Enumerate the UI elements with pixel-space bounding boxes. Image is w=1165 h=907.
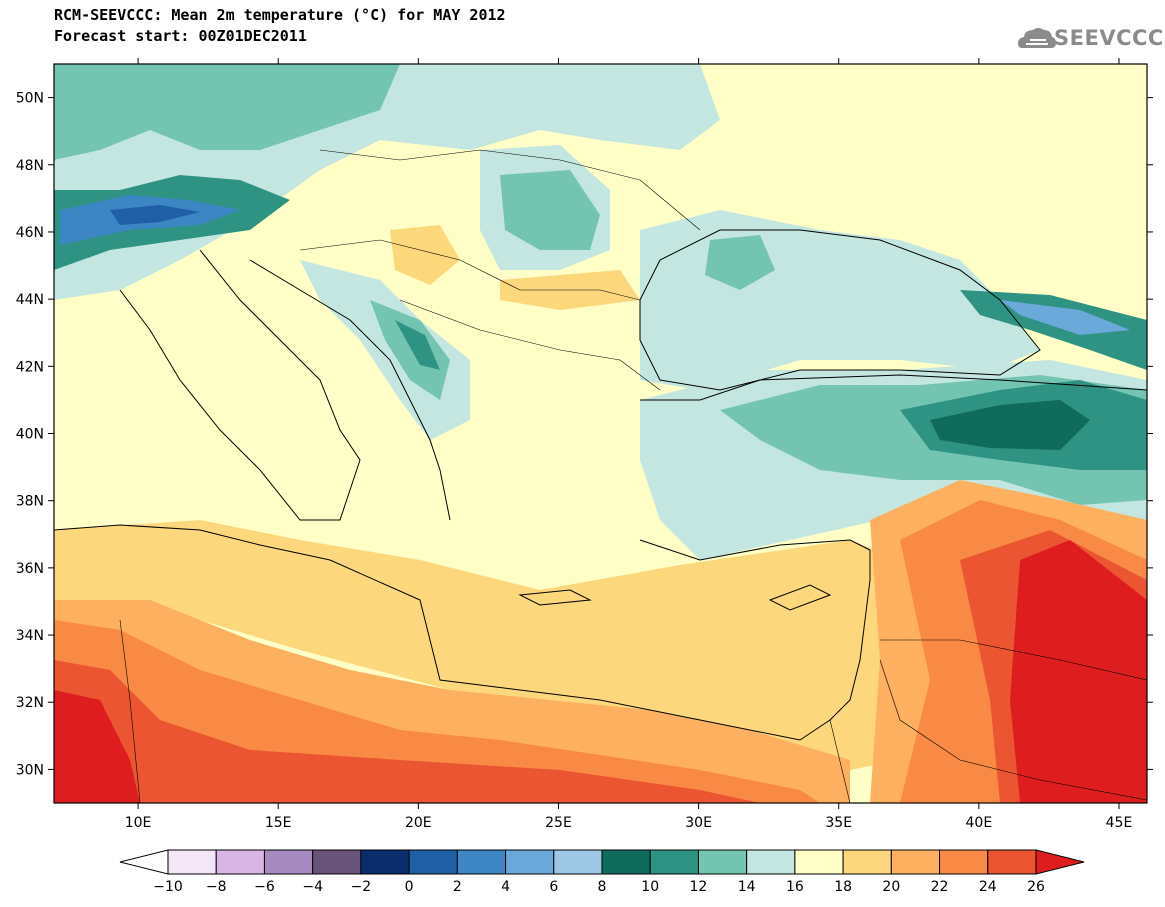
lon-label: 25E: [545, 815, 572, 831]
colorbar-label: 14: [738, 879, 756, 895]
field-alps-cool: [54, 64, 400, 160]
field-alps-coldest: [110, 205, 200, 225]
field-balkans-mid: [370, 300, 450, 400]
colorbar-label: 4: [501, 879, 510, 895]
coastlines: [54, 229, 1147, 741]
field-balkans: [300, 260, 470, 440]
lat-label: 32N: [16, 695, 44, 711]
field-anatolia-peak: [930, 400, 1090, 450]
forecast-start: Forecast start: 00Z01DEC2011: [54, 27, 307, 45]
lon-label: 15E: [265, 815, 292, 831]
colorbar-label: 10: [641, 879, 659, 895]
colorbar-box: [312, 849, 362, 875]
colorbar-label: 0: [405, 879, 414, 895]
lon-label: 45E: [1106, 815, 1133, 831]
colorbar-label: 2: [453, 879, 462, 895]
colorbar-box: [167, 849, 217, 875]
colorbar-label: 24: [979, 879, 997, 895]
lon-label: 30E: [685, 815, 712, 831]
colorbar-box: [987, 849, 1037, 875]
colorbar: −10 −8 −6 −4 −2 0 2 4 6 8 10 12 14 16 18 20 22 24 26: [119, 849, 1085, 895]
colorbar-label: −6: [254, 879, 275, 895]
colorbar-label: 18: [834, 879, 852, 895]
lon-label: 10E: [125, 815, 152, 831]
field-balkans-high: [395, 320, 440, 370]
lat-label: 48N: [16, 158, 44, 174]
colorbar-box: [263, 849, 314, 875]
cloud-logo-icon: [1018, 28, 1056, 48]
lon-label: 40E: [966, 815, 993, 831]
colorbar-box: [890, 849, 941, 875]
colorbar-min-arrow: [119, 849, 169, 875]
lon-label: 20E: [405, 815, 432, 831]
map-title: RCM-SEEVCCC: Mean 2m temperature (°C) fo…: [54, 6, 506, 24]
field-caucasus-peak: [1000, 300, 1130, 335]
lat-label: 38N: [16, 494, 44, 510]
colorbar-label: 20: [882, 879, 900, 895]
colorbar-label: 6: [549, 879, 558, 895]
colorbar-box: [360, 849, 410, 875]
colorbar-box: [649, 849, 699, 875]
colorbar-box: [505, 849, 555, 875]
lat-label: 44N: [16, 292, 44, 308]
field-mediterranean-warm: [54, 520, 900, 780]
colorbar-box: [939, 849, 989, 875]
field-libya-hottest: [54, 690, 140, 803]
colorbar-box: [553, 849, 603, 875]
lat-label: 46N: [16, 225, 44, 241]
longitude-axis: 10E 15E 20E 25E 30E 35E 40E 45E: [125, 58, 1133, 831]
field-caucasus: [960, 290, 1147, 370]
colorbar-label: 26: [1027, 879, 1045, 895]
map-field: [54, 64, 1147, 803]
latitude-axis: 50N 48N 46N 44N 42N 40N 38N 36N 34N 32N 30N: [16, 91, 1153, 778]
colorbar-box: [794, 849, 844, 875]
colorbar-max-arrow: [1035, 849, 1085, 875]
field-carpathians-mid: [500, 170, 600, 250]
logo-text: SEEVCCC: [1054, 26, 1164, 50]
colorbar-box: [408, 849, 458, 875]
lat-label: 34N: [16, 628, 44, 644]
colorbar-box: [746, 849, 796, 875]
colorbar-label: −10: [153, 879, 183, 895]
field-black-sea-spot: [705, 235, 775, 290]
colorbar-label: 22: [931, 879, 949, 895]
colorbar-label: 12: [690, 879, 708, 895]
colorbar-label: −2: [351, 879, 372, 895]
field-africa-hotter: [54, 660, 760, 803]
lat-label: 50N: [16, 91, 44, 107]
colorbar-label: −4: [302, 879, 323, 895]
field-pannonia-warm: [390, 225, 460, 285]
colorbar-label: 16: [786, 879, 804, 895]
field-arabia-hottest: [1010, 540, 1147, 803]
lat-label: 36N: [16, 561, 44, 577]
borders: [119, 149, 1147, 803]
lat-label: 40N: [16, 427, 44, 443]
colorbar-box: [842, 849, 892, 875]
colorbar-box: [601, 849, 651, 875]
colorbar-box: [456, 849, 507, 875]
colorbar-label: 8: [598, 879, 607, 895]
lon-label: 35E: [825, 815, 852, 831]
colorbar-box: [215, 849, 265, 875]
lat-label: 30N: [16, 762, 44, 778]
colorbar-box: [697, 849, 748, 875]
lat-label: 42N: [16, 359, 44, 375]
colorbar-label: −8: [206, 879, 227, 895]
